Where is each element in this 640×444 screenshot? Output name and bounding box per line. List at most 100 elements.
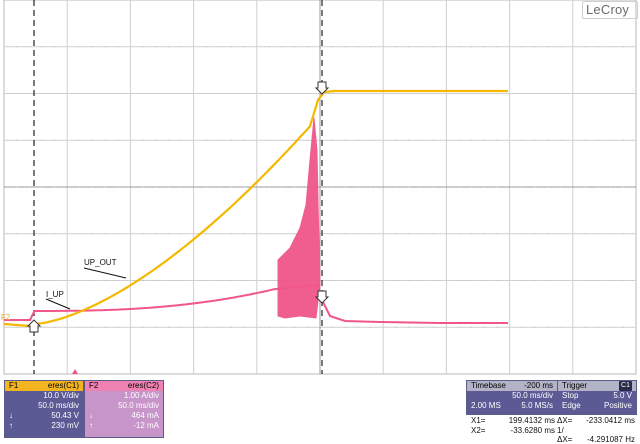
grid-dot: [79, 326, 81, 328]
grid-dot: [420, 326, 422, 328]
grid-dot: [344, 186, 346, 188]
grid-dot: [281, 186, 283, 188]
grid-dot: [357, 46, 359, 48]
grid-dot: [496, 93, 498, 94]
grid-dot: [395, 326, 397, 328]
grid-dot: [344, 139, 346, 141]
grid-dot: [28, 139, 30, 141]
grid-dot: [268, 139, 270, 141]
grid-dot: [306, 46, 308, 48]
grid-dot: [205, 326, 207, 328]
grid-dot: [91, 139, 93, 141]
cursor-dx-label: ΔX=: [557, 416, 573, 425]
grid-dot: [407, 326, 409, 328]
grid-dot: [433, 93, 435, 94]
grid-dot: [622, 186, 624, 188]
trigger-title: Trigger: [562, 381, 588, 390]
grid-dot: [117, 280, 119, 281]
grid-dot: [395, 233, 397, 235]
timebase-offset: -200 ms: [524, 381, 553, 390]
grid-dot: [433, 46, 435, 48]
grid-dot: [142, 186, 144, 188]
grid-dot: [370, 46, 372, 48]
grid-dot: [559, 46, 561, 48]
grid-dot: [117, 46, 119, 48]
f2-min: -12 mA: [133, 421, 159, 430]
grid-dot: [407, 46, 409, 48]
grid-dot: [547, 186, 549, 188]
scope-display: LeCroy F2 UP_OUT I_UP: [1, 0, 638, 375]
grid-dot: [471, 280, 473, 281]
grid-dot: [407, 280, 409, 281]
grid-dot: [41, 93, 43, 94]
grid-dot: [344, 233, 346, 235]
grid-dot: [180, 233, 182, 235]
grid-dot: [547, 280, 549, 281]
grid-dot: [16, 280, 18, 281]
brand-logo: LeCroy: [586, 2, 630, 17]
grid-dot: [458, 326, 460, 328]
grid-dot: [117, 139, 119, 141]
trigger-panel[interactable]: Trigger C1 Stop 5.0 V Edge Positive: [557, 380, 637, 415]
grid-dot: [16, 46, 18, 48]
grid-dot: [534, 93, 536, 94]
grid-dot: [117, 326, 119, 328]
grid-dot: [433, 326, 435, 328]
grid-dot: [16, 93, 18, 94]
up-out-leader: [83, 267, 127, 279]
grid-dot: [521, 93, 523, 94]
grid-dot: [395, 280, 397, 281]
grid-dot: [205, 186, 207, 188]
grid-dot: [231, 326, 233, 328]
grid-dot: [281, 233, 283, 235]
grid-dot: [344, 93, 346, 94]
grid-dot: [610, 233, 612, 235]
timebase-div: 50.0 ms/div: [512, 391, 553, 400]
grid-dot: [622, 46, 624, 48]
grid-dot: [218, 326, 220, 328]
i-up-trace: [4, 283, 508, 324]
grid-dot: [54, 93, 56, 94]
grid-dot: [16, 326, 18, 328]
grid-dot: [521, 326, 523, 328]
grid-dot: [268, 233, 270, 235]
grid-dot: [218, 280, 220, 281]
grid-dot: [243, 186, 245, 188]
grid-dot: [471, 186, 473, 188]
grid-dot: [117, 186, 119, 188]
grid-dot: [584, 233, 586, 235]
grid-dot: [180, 280, 182, 281]
grid-dot: [91, 186, 93, 188]
f2-panel[interactable]: F2 eres(C2) 1.00 A/div 50.0 ms/div ↓ 464 m…: [84, 380, 164, 438]
grid-dot: [294, 326, 296, 328]
grid-dot: [332, 46, 334, 48]
grid-dot: [104, 186, 106, 188]
grid-dot: [420, 233, 422, 235]
grid-dot: [496, 233, 498, 235]
grid-dot: [79, 280, 81, 281]
grid-dot: [584, 326, 586, 328]
timebase-panel[interactable]: Timebase -200 ms 50.0 ms/div 2.00 MS 5.0 M…: [466, 380, 558, 415]
cursor-dx: ΔX= -233.0412 ms: [557, 416, 635, 425]
i-up-leader: [45, 298, 71, 310]
grid-dot: [584, 93, 586, 94]
grid-dot: [54, 139, 56, 141]
trigger-marker: [72, 369, 78, 374]
f2-source: eres(C2): [127, 381, 159, 390]
grid-dot: [332, 233, 334, 235]
grid-dot: [180, 186, 182, 188]
f2-arrow-up: ↑: [89, 421, 93, 430]
f1-panel[interactable]: F1 eres(C1) 10.0 V/div 50.0 ms/div ↓ 50.43…: [4, 380, 84, 438]
i-up-label: I_UP: [46, 290, 64, 299]
grid-dot: [155, 139, 157, 141]
grid-dot: [471, 93, 473, 94]
grid-dot: [534, 186, 536, 188]
up-out-label: UP_OUT: [84, 258, 117, 267]
cursor-marker-lower: [314, 290, 330, 304]
grid-dot: [622, 280, 624, 281]
grid-dot: [597, 93, 599, 94]
cursor-dx-value: -233.0412 ms: [586, 416, 635, 425]
grid-dot: [104, 280, 106, 281]
grid-dot: [180, 326, 182, 328]
f2-tdiv: 50.0 ms/div: [118, 401, 159, 410]
